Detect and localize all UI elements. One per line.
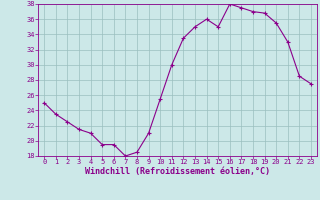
X-axis label: Windchill (Refroidissement éolien,°C): Windchill (Refroidissement éolien,°C) <box>85 167 270 176</box>
